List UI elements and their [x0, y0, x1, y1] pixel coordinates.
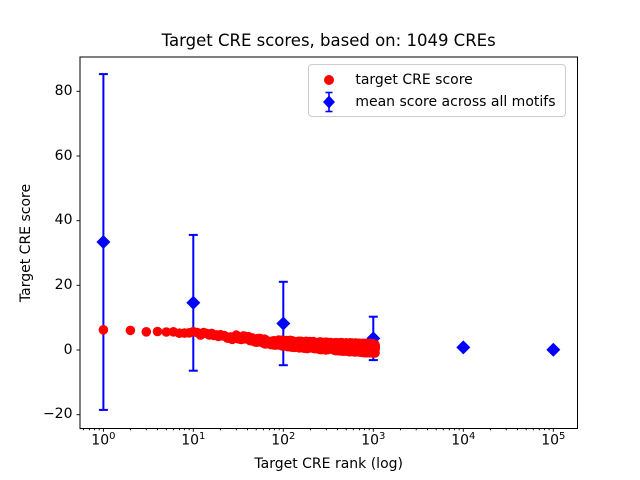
x-tick-label: 104 [451, 431, 476, 449]
x-tick-label: 102 [271, 431, 296, 449]
legend-diamond-errorbar-marker [323, 91, 336, 112]
mean-markers-layer [96, 235, 561, 357]
legend: target CRE score mean score across all m… [308, 63, 566, 117]
axis-ticks [76, 90, 554, 432]
legend-entry-target-score: target CRE score [317, 69, 555, 91]
legend-circle-marker [324, 74, 335, 85]
x-tick-label: 103 [361, 431, 386, 449]
mean-marker [546, 342, 561, 357]
mean-marker [186, 295, 201, 310]
y-tick-label: 60 [54, 147, 73, 164]
y-tick-label: 40 [54, 212, 73, 229]
y-tick-label: 20 [54, 276, 73, 293]
mean-marker [276, 316, 291, 331]
x-tick-label: 100 [91, 431, 116, 449]
legend-label: mean score across all motifs [355, 93, 556, 110]
error-bars-layer [98, 73, 558, 411]
target-score-dots-layer [98, 325, 381, 358]
mean-marker [96, 235, 111, 249]
y-tick-label: 80 [54, 82, 73, 99]
chart-title: Target CRE scores, based on: 1049 CREs [161, 31, 496, 50]
legend-entry-mean-score: mean score across all motifs [317, 91, 556, 113]
x-tick-label: 105 [541, 431, 566, 449]
plot-border [79, 56, 578, 429]
x-axis-label: Target CRE rank (log) [254, 456, 403, 472]
x-tick-label: 101 [181, 431, 206, 449]
y-tick-label: −20 [42, 406, 73, 423]
legend-label: target CRE score [355, 71, 473, 88]
mean-marker [456, 340, 471, 355]
y-tick-label: 0 [63, 341, 73, 358]
